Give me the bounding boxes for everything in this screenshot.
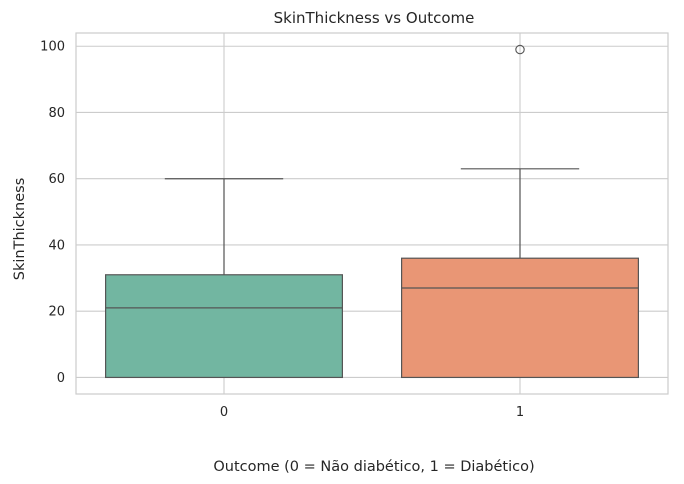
outlier-point [515,44,525,55]
boxes [104,44,640,379]
y-tick-label: 60 [48,172,65,187]
x-axis-label: Outcome (0 = Não diabético, 1 = Diabétic… [213,459,534,475]
box-1 [401,44,640,379]
x-tick-label: 1 [516,405,524,420]
chart-title: SkinThickness vs Outcome [274,9,475,27]
y-axis-label: SkinThickness [12,178,28,280]
x-tick-label: 0 [220,405,228,420]
tick-labels: 0 20 40 60 80 100 0 1 [40,40,524,420]
iqr-box [401,257,640,379]
y-tick-label: 20 [48,305,65,320]
y-tick-label: 100 [40,40,65,55]
y-tick-label: 80 [48,106,65,121]
y-tick-label: 0 [57,371,65,386]
y-tick-label: 40 [48,238,65,253]
plot-frame [75,32,669,395]
box-0 [104,178,344,379]
iqr-box [104,274,344,379]
